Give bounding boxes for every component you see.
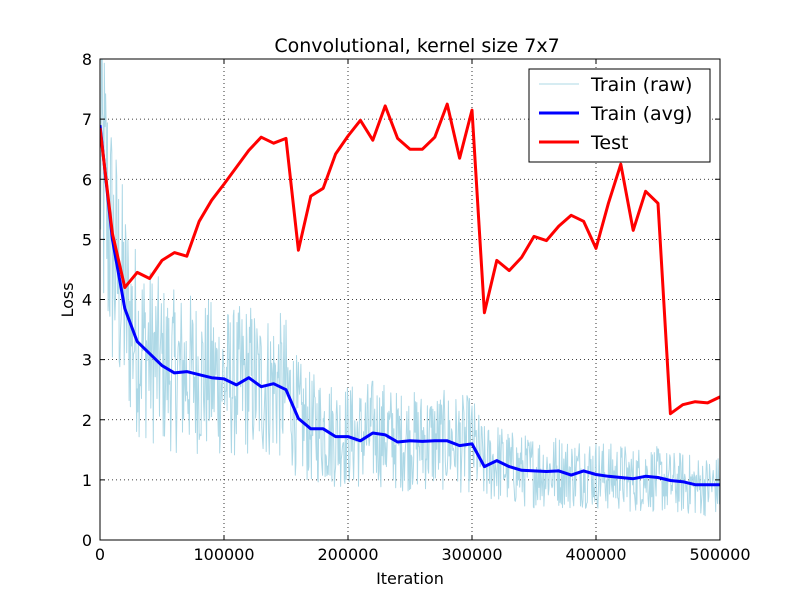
series-line-train-raw [100, 59, 720, 517]
x-axis-label: Iteration [376, 569, 444, 588]
y-tick-label: 0 [82, 531, 92, 550]
series-line-test [100, 102, 720, 416]
x-tick-label: 300000 [441, 545, 502, 564]
x-tick-label: 100000 [193, 545, 254, 564]
ticks: 0 100000 200000 300000 400000 500000 0 1 2 3 4 5 6 7 8 [82, 50, 751, 564]
series-layer [100, 59, 720, 517]
legend-label: Train (avg) [590, 103, 692, 125]
y-tick-label: 6 [82, 170, 92, 189]
y-tick-label: 5 [82, 230, 92, 249]
y-tick-label: 4 [82, 291, 92, 310]
legend-label: Test [590, 132, 628, 154]
y-tick-label: 7 [82, 110, 92, 129]
y-axis-label: Loss [58, 282, 77, 317]
chart-title: Convolutional, kernel size 7x7 [274, 35, 559, 57]
x-tick-label: 200000 [317, 545, 378, 564]
x-tick-label: 0 [95, 545, 105, 564]
y-tick-label: 3 [82, 351, 92, 370]
legend-label: Train (raw) [590, 74, 692, 96]
x-tick-label: 400000 [565, 545, 626, 564]
y-tick-label: 1 [82, 471, 92, 490]
y-tick-label: 8 [82, 50, 92, 69]
y-tick-label: 2 [82, 411, 92, 430]
series-line-train-avg [100, 124, 720, 487]
x-tick-label: 500000 [689, 545, 750, 564]
legend: Train (raw) Train (avg) Test [528, 68, 711, 163]
